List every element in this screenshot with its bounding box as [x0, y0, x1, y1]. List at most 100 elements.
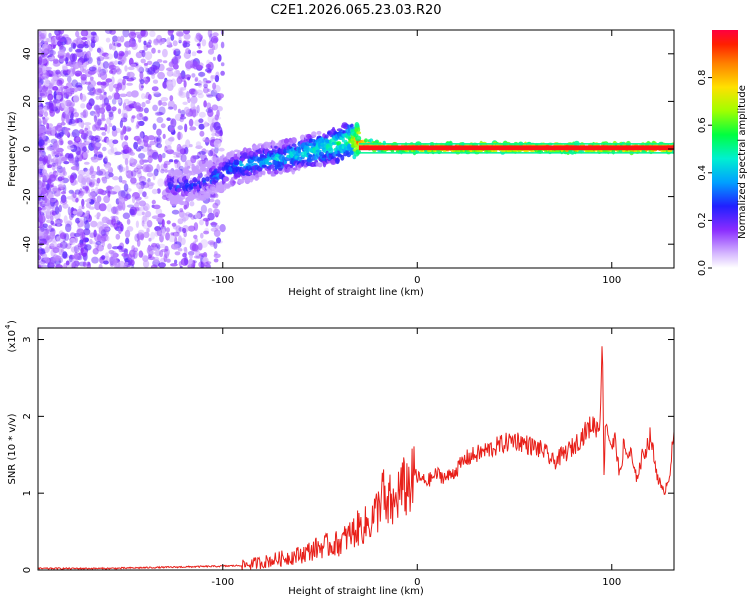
spectrogram-noise-cell [136, 120, 140, 129]
spectrogram-noise-cell [56, 243, 63, 248]
colorbar-tick-label: 0.0 [697, 260, 708, 276]
spectrogram-noise-cell [173, 244, 180, 250]
spectrogram-ridge-cell [232, 180, 236, 184]
spectrogram-noise-cell [46, 122, 50, 130]
spectrogram-noise-cell [140, 58, 146, 64]
spectrogram-noise-cell [61, 111, 66, 119]
spectrogram-noise-cell [194, 76, 199, 82]
spectrogram-noise-cell [58, 204, 62, 213]
spectrogram-noise-cell [38, 109, 44, 115]
spectrogram-noise-cell [38, 221, 41, 227]
spectrogram-noise-cell [64, 233, 70, 241]
spectrogram-noise-cell [68, 47, 73, 53]
spectrogram-noise-cell [126, 71, 131, 79]
spectrogram-noise-cell [164, 169, 168, 173]
spectrogram-noise-cell [138, 37, 142, 43]
spectrogram-noise-cell [76, 135, 80, 142]
spectrogram-noise-cell [66, 40, 73, 45]
spectrogram-noise-cell [170, 34, 175, 41]
spectrogram-noise-cell [41, 37, 50, 44]
spectrogram-noise-cell [68, 254, 73, 263]
spectrogram-noise-cell [86, 177, 91, 184]
spectrogram-noise-cell [207, 30, 213, 38]
spectrogram-noise-cell [96, 165, 100, 173]
spectrogram-noise-cell [197, 93, 204, 99]
spectrogram-noise-cell [74, 70, 83, 77]
spectrogram-noise-cell [39, 110, 43, 116]
spectrogram-noise-cell [80, 180, 87, 189]
spectrogram-noise-cell [38, 139, 45, 146]
spectrogram-noise-cell [171, 222, 177, 227]
spectrogram-noise-cell [142, 260, 150, 268]
spectrogram-noise-cell [87, 91, 95, 96]
spectrogram-noise-cell [213, 258, 219, 263]
spectrogram-noise-cell [145, 164, 154, 173]
spectrogram-noise-cell [90, 175, 96, 179]
spectrogram-noise-cell [48, 32, 52, 38]
spectrogram-noise-cell [129, 152, 135, 156]
spectrogram-ridge-cell [316, 130, 322, 135]
spectrogram-noise-cell [39, 32, 45, 41]
spectrogram-noise-cell [146, 220, 153, 228]
spectrogram-noise-cell [169, 136, 175, 142]
spectrogram-noise-cell [89, 238, 93, 245]
spectrogram-noise-cell [81, 151, 88, 160]
spectrogram-noise-cell [179, 265, 183, 268]
spectrogram-noise-cell [185, 60, 193, 70]
spectrogram-noise-cell [158, 99, 163, 106]
spectrogram-noise-cell [93, 104, 100, 111]
spectrogram-noise-cell [41, 169, 48, 175]
spectrogram-noise-cell [96, 68, 104, 76]
spectrogram-noise-cell [111, 128, 118, 137]
spectrogram-noise-cell [128, 31, 137, 39]
spectrogram-noise-cell [120, 223, 124, 232]
spectrogram-noise-cell [152, 104, 159, 112]
spectrogram-noise-cell [69, 119, 76, 124]
spectrogram-noise-cell [55, 124, 63, 132]
spectrogram-noise-cell [119, 93, 128, 98]
spectrogram-noise-cell [65, 114, 70, 124]
spectrogram-noise-cell [189, 144, 193, 148]
spectrogram-noise-cell [42, 65, 47, 74]
spectrogram-noise-cell [139, 131, 144, 140]
spectrogram-noise-cell [38, 249, 42, 254]
spectrogram-noise-cell [150, 231, 156, 240]
spectrogram-noise-cell [38, 128, 43, 134]
spectrogram-noise-cell [79, 92, 83, 100]
spectrogram-noise-cell [199, 130, 205, 137]
spectrogram-noise-cell [209, 33, 213, 42]
spectrogram-noise-cell [57, 156, 63, 160]
spectrogram-noise-cell [46, 146, 54, 151]
spectrogram-noise-cell [50, 36, 56, 46]
spectrogram-noise-cell [38, 99, 41, 106]
spectrogram-ridge-cell [327, 147, 334, 154]
spectrogram-noise-cell [149, 140, 156, 146]
spectrogram-noise-cell [81, 198, 85, 207]
spectrogram-noise-cell [73, 245, 80, 254]
spectrogram-noise-cell [177, 125, 183, 131]
spectrogram-noise-cell [95, 95, 100, 100]
spectrogram-noise-cell [140, 30, 146, 37]
spectrogram-noise-cell [111, 215, 119, 223]
spectrogram-noise-cell [97, 73, 102, 78]
spectrogram-noise-cell [120, 131, 124, 141]
spectrogram-noise-cell [78, 205, 83, 210]
spectrogram-noise-cell [70, 213, 75, 218]
spectrogram-noise-cell [100, 81, 107, 86]
spectrogram-noise-cell [70, 110, 75, 118]
spectrogram-noise-cell [136, 238, 141, 247]
spectrogram-noise-cell [145, 164, 152, 172]
spectrogram-noise-cell [53, 90, 57, 100]
spectrogram-noise-cell [152, 79, 159, 84]
spectrogram-noise-cell [135, 220, 139, 228]
spectrogram-noise-cell [174, 259, 178, 264]
spectrogram-noise-cell [92, 248, 99, 255]
spectrogram-noise-cell [69, 232, 75, 237]
spectrogram-noise-cell [84, 127, 89, 131]
spectrogram-noise-cell [109, 69, 114, 74]
spectrogram-noise-cell [105, 252, 109, 260]
spectrogram-noise-cell [43, 49, 48, 54]
spectrogram-noise-cell [203, 100, 207, 108]
spectrogram-noise-cell [53, 149, 57, 155]
spectrogram-noise-cell [153, 38, 160, 44]
